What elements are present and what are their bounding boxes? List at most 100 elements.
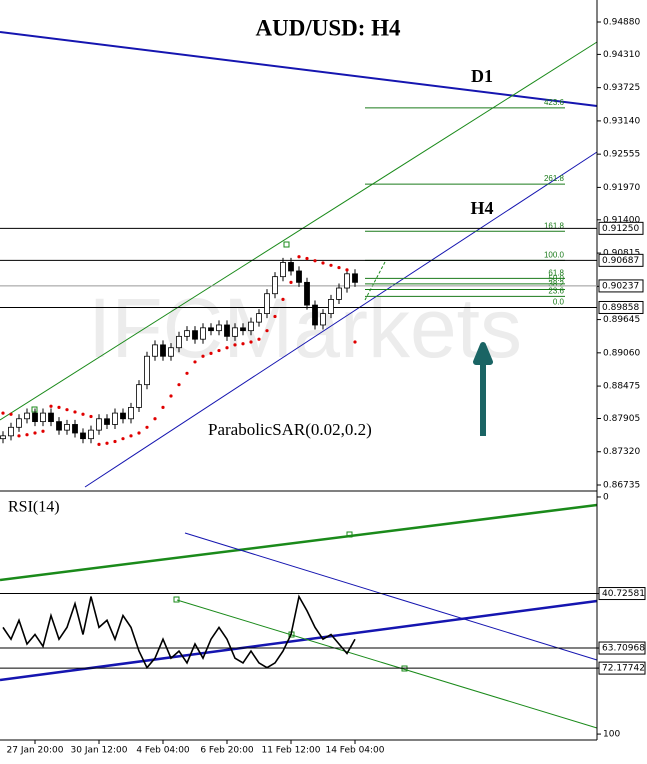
sar-dot [33,431,37,435]
y-tick-label: 0.89060 [603,348,640,358]
annotation: D1 [471,66,493,86]
y-tick-label: 0.94880 [603,17,640,27]
sar-dot [241,342,245,346]
candle-body [48,412,54,423]
y-tick-label: 0.86735 [603,480,640,490]
candle-body [344,273,350,289]
sar-dot [113,439,117,444]
y-tick-label: 0.94310 [603,50,640,60]
sar-dot [265,329,269,333]
x-tick-label: 14 Feb 04:00 [325,746,384,756]
y-tick-label: 0.87905 [603,414,640,424]
sar-dot [305,256,309,261]
fib-label: 61.8 [548,268,564,277]
candle-body [328,299,334,315]
candle-body [208,327,214,332]
candle-body [96,418,102,431]
sar-dot [321,261,325,265]
candle-body [264,293,270,315]
line-marker [283,241,290,248]
sar-dot [81,412,85,416]
trend-line [0,31,598,107]
fib-anchor [364,261,386,301]
annotation: H4 [470,198,493,218]
candle-body [64,424,70,431]
y-tick-label: 0.90815 [603,249,640,259]
sar-dot [161,405,165,410]
y-tick-label: 0.89645 [603,315,640,325]
level-box [598,279,644,293]
sar-dot [145,425,149,429]
fib-label: 423.6 [544,98,565,107]
fib-label: 38.2 [548,280,564,289]
candle-body [240,327,246,332]
candle-body [224,324,230,337]
candle-body [160,344,166,357]
candle-body [16,418,22,428]
trend-line [176,599,598,729]
candle-body [88,429,94,440]
level-label: 0.91250 [602,224,639,234]
level-box [598,661,646,675]
sar-dot [289,280,293,284]
sar-dot [353,340,357,344]
candle-body [288,262,294,272]
sar-dot [49,404,53,408]
sar-dot [25,433,29,437]
candle-body [256,313,262,323]
level-box [598,587,646,601]
fib-label: 100.0 [544,250,565,259]
sar-dot [105,441,109,445]
candle-body [280,262,286,278]
fib-label: 161.8 [544,221,565,230]
sar-dot [201,354,205,358]
level-box [598,253,644,267]
candle-body [144,355,150,386]
sar-dot [225,346,229,350]
fib-label: 23.6 [548,286,564,295]
trend-line [0,41,598,421]
sar-dot [185,371,189,375]
sar-dot [281,297,285,302]
x-tick-label: 11 Feb 12:00 [261,746,320,756]
candle-body [352,273,358,283]
indicator-label: RSI(14) [8,499,60,516]
line-marker [346,531,353,538]
candle-body [304,281,310,306]
chart-title: AUD/USD: H4 [255,15,401,40]
sar-dot [57,405,61,410]
level-label: 0.90687 [602,256,639,266]
sar-dot [233,343,237,347]
level-label: 63.70968 [602,644,645,654]
fib-label: 261.8 [544,174,565,183]
level-label: 0.89858 [602,303,639,313]
candle-body [72,424,78,434]
x-tick-label: 30 Jan 12:00 [71,746,128,756]
y-tick-label: 0.87320 [603,447,640,457]
sar-dot [217,348,221,353]
candle-body [336,287,342,300]
candle-body [56,421,62,431]
sar-dot [153,417,157,421]
candle-body [152,344,158,357]
candle-body [120,412,126,420]
sar-dot [257,337,261,341]
sar-dot [169,394,173,398]
sar-dot [73,410,77,414]
sar-dot [97,442,101,446]
sar-dot [297,255,301,259]
fib-label: 50.0 [548,274,564,283]
candle-body [40,412,46,423]
candle-body [200,327,206,340]
line-marker [173,596,180,603]
candle-body [104,418,110,425]
y-tick-label: 0 [603,492,609,502]
candle-body [24,412,30,420]
y-tick-label: 0.92555 [603,150,640,160]
y-tick-label: 100 [603,730,620,740]
x-tick-label: 27 Jan 20:00 [7,746,64,756]
y-tick-label: 0.91970 [603,183,640,193]
